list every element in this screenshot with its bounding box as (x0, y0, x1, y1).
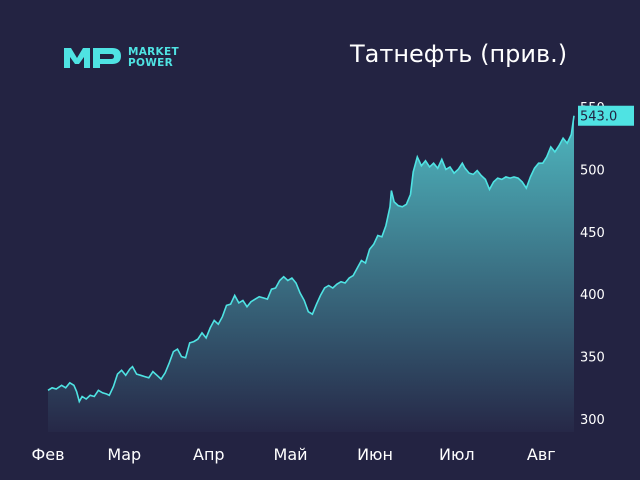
last-value-badge-bg (578, 105, 634, 126)
x-tick-label: Мар (107, 445, 141, 464)
series-line (47, 115, 575, 404)
x-tick-label: Июл (439, 445, 475, 464)
y-tick-label: 300 (580, 413, 605, 428)
market-power-logo: MARKET POWER (62, 46, 202, 72)
x-tick-label: Май (274, 445, 308, 464)
mp-logo-mark-icon (64, 48, 121, 68)
x-tick-label: Фев (31, 445, 64, 464)
y-tick-label: 450 (580, 226, 605, 241)
y-tick-label: 350 (580, 351, 605, 366)
y-tick-label: 400 (580, 288, 605, 303)
series-area-fill (48, 115, 574, 432)
last-value-badge: 543.0 (578, 105, 634, 126)
x-tick-label: Апр (193, 445, 225, 464)
x-tick-label: Июн (357, 445, 393, 464)
y-tick-label: 500 (580, 163, 605, 178)
logo-line-2: POWER (128, 57, 173, 69)
chart-title: Татнефть (прив.) (350, 40, 568, 68)
x-axis: Фев Мар Апр Май Июн Июл Авг (31, 445, 555, 464)
x-tick-label: Авг (527, 445, 556, 464)
logo-line-1: MARKET (128, 46, 179, 58)
y-axis: 300350400450500550 (580, 101, 605, 428)
last-value-label: 543.0 (580, 110, 617, 125)
